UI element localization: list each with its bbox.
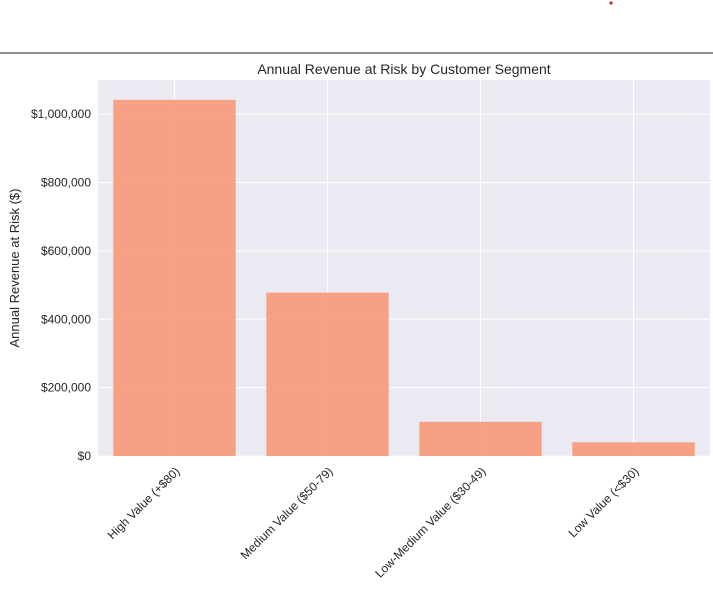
- y-tick-label: $800,000: [41, 176, 91, 190]
- y-tick-label: $600,000: [41, 244, 91, 258]
- bars: [113, 99, 695, 457]
- x-tick-label: High Value (+$80): [105, 464, 183, 542]
- y-axis-ticks: $0 $200,000 $400,000 $600,000 $800,000 $1,000…: [31, 107, 91, 463]
- bar: [266, 292, 389, 456]
- y-tick-label: $400,000: [41, 312, 91, 326]
- x-axis-ticks: High Value (+$80) Medium Value ($50-79) Lo…: [105, 464, 642, 580]
- x-tick-label: Medium Value ($50-79): [238, 464, 336, 562]
- chart-title: Annual Revenue at Risk by Customer Segme…: [257, 61, 550, 77]
- x-tick-label: Low Value (<$30): [566, 464, 642, 540]
- bar: [113, 99, 236, 457]
- bar: [572, 442, 695, 456]
- y-tick-label: $200,000: [41, 381, 91, 395]
- y-tick-label: $1,000,000: [31, 107, 91, 121]
- x-tick-label: Low-Medium Value ($30-49): [372, 464, 488, 580]
- y-axis-label: Annual Revenue at Risk ($): [7, 189, 22, 348]
- marker-dot: [609, 1, 613, 5]
- y-tick-label: $0: [78, 449, 92, 463]
- bar: [419, 421, 542, 456]
